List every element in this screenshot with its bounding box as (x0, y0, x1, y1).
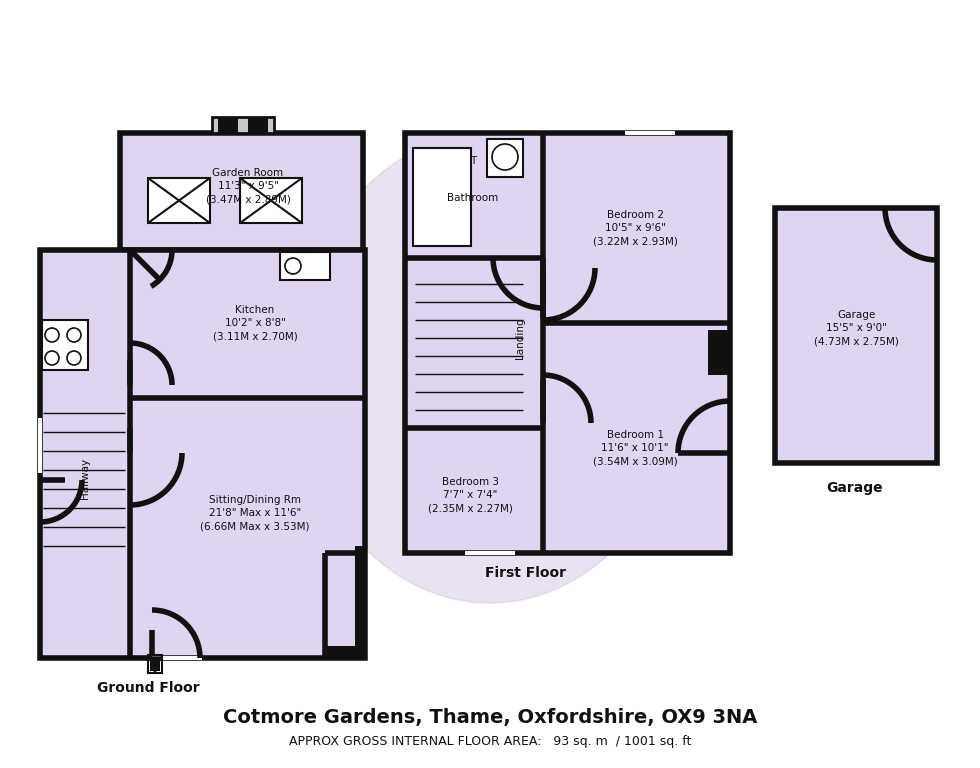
Text: APPROX GROSS INTERNAL FLOOR AREA:   93 sq. m  / 1001 sq. ft: APPROX GROSS INTERNAL FLOOR AREA: 93 sq.… (289, 734, 691, 747)
Text: Bedroom 3
7'7" x 7'4"
(2.35M x 2.27M): Bedroom 3 7'7" x 7'4" (2.35M x 2.27M) (427, 477, 513, 513)
Bar (708, 330, 730, 375)
Text: Kitchen
10'2" x 8'8"
(3.11M x 2.70M): Kitchen 10'2" x 8'8" (3.11M x 2.70M) (213, 305, 297, 341)
Text: Garage
15'5" x 9'0"
(4.73M x 2.75M): Garage 15'5" x 9'0" (4.73M x 2.75M) (813, 310, 899, 346)
Bar (248, 117, 268, 133)
Bar (625, 131, 675, 135)
Text: T: T (469, 156, 476, 166)
Circle shape (285, 258, 301, 274)
Bar (148, 178, 210, 223)
Bar (150, 657, 160, 671)
Bar (218, 117, 238, 133)
Text: Landing: Landing (515, 317, 525, 359)
Text: Bathroom: Bathroom (448, 193, 499, 203)
Bar (150, 657, 160, 671)
Text: Sitting/Dining Rm
21'8" Max x 11'6"
(6.66M Max x 3.53M): Sitting/Dining Rm 21'8" Max x 11'6" (6.6… (200, 495, 310, 531)
Text: Garage: Garage (827, 481, 883, 495)
Bar (38, 418, 42, 473)
Bar (465, 551, 515, 555)
Text: Ground Floor: Ground Floor (97, 681, 199, 695)
Bar (325, 646, 365, 658)
Ellipse shape (295, 133, 685, 603)
Bar (148, 655, 162, 673)
Circle shape (45, 351, 59, 365)
Bar (40, 250, 365, 658)
Bar (325, 546, 355, 646)
Bar (240, 178, 302, 223)
Bar (120, 133, 363, 250)
Text: Bedroom 2
10'5" x 9'6"
(3.22M x 2.93M): Bedroom 2 10'5" x 9'6" (3.22M x 2.93M) (593, 210, 677, 247)
Bar (413, 148, 471, 246)
Circle shape (67, 328, 81, 342)
Circle shape (45, 328, 59, 342)
Bar (152, 656, 202, 660)
Bar (487, 139, 523, 177)
Polygon shape (149, 657, 161, 673)
Circle shape (492, 144, 518, 170)
Bar (775, 208, 937, 463)
Bar (218, 117, 238, 133)
Text: First Floor: First Floor (484, 566, 565, 580)
Text: Garden Room
11'3" x 9'5"
(3.47M x 2.89M): Garden Room 11'3" x 9'5" (3.47M x 2.89M) (206, 167, 290, 204)
Bar (355, 546, 365, 646)
Bar (405, 133, 730, 553)
Text: Bedroom 1
11'6" x 10'1"
(3.54M x 3.09M): Bedroom 1 11'6" x 10'1" (3.54M x 3.09M) (593, 430, 677, 466)
Bar (42, 320, 88, 370)
Text: Hallway: Hallway (80, 458, 90, 498)
Bar (248, 117, 268, 133)
Bar (280, 252, 330, 280)
Text: Cotmore Gardens, Thame, Oxfordshire, OX9 3NA: Cotmore Gardens, Thame, Oxfordshire, OX9… (222, 707, 758, 727)
Bar (212, 117, 274, 133)
Circle shape (67, 351, 81, 365)
